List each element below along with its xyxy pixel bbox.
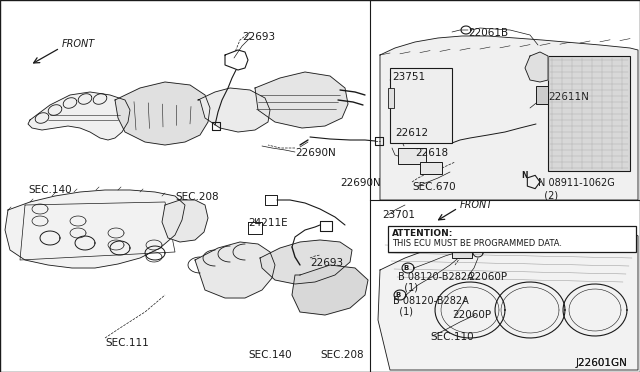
Text: THIS ECU MUST BE PROGRAMMED DATA.: THIS ECU MUST BE PROGRAMMED DATA. — [390, 244, 572, 253]
Polygon shape — [260, 240, 352, 284]
Bar — [420, 162, 442, 174]
Polygon shape — [198, 88, 270, 132]
Text: SEC.110: SEC.110 — [430, 332, 474, 342]
Bar — [398, 148, 426, 164]
Text: (1): (1) — [393, 307, 413, 317]
Text: SEC.670: SEC.670 — [412, 182, 456, 192]
Bar — [548, 56, 630, 171]
Text: 22690N: 22690N — [295, 148, 336, 158]
Polygon shape — [115, 82, 210, 145]
Text: SEC.140: SEC.140 — [248, 350, 292, 360]
Text: 22060P: 22060P — [452, 310, 491, 320]
Text: SEC.111: SEC.111 — [105, 338, 148, 348]
Text: ATTENTION:: ATTENTION: — [390, 232, 451, 241]
Bar — [388, 88, 394, 108]
Polygon shape — [525, 52, 548, 82]
Bar — [388, 226, 636, 252]
Polygon shape — [28, 92, 130, 140]
Text: 22612: 22612 — [395, 128, 428, 138]
Text: 22611N: 22611N — [548, 92, 589, 102]
Text: J22601GN: J22601GN — [576, 358, 628, 368]
Text: B 08120-B282A: B 08120-B282A — [393, 296, 468, 306]
Text: THIS ECU MUST BE PROGRAMMED DATA.: THIS ECU MUST BE PROGRAMMED DATA. — [392, 240, 562, 248]
Polygon shape — [195, 242, 275, 298]
Text: 22693: 22693 — [310, 258, 343, 268]
Text: B 08120-B282A: B 08120-B282A — [398, 272, 474, 282]
Text: N: N — [522, 170, 528, 180]
Text: 22061B: 22061B — [468, 28, 508, 38]
Bar — [390, 68, 452, 143]
Text: FRONT: FRONT — [62, 39, 95, 49]
Bar — [500, 242, 520, 252]
Text: B: B — [396, 292, 401, 298]
Text: 24211E: 24211E — [248, 218, 287, 228]
Polygon shape — [5, 190, 185, 268]
Text: J22601GN: J22601GN — [576, 358, 628, 368]
Text: 23701: 23701 — [382, 210, 415, 220]
Text: 22618: 22618 — [415, 148, 448, 158]
Text: 22060P: 22060P — [468, 272, 507, 282]
Text: (2): (2) — [538, 190, 558, 200]
Text: SEC.140: SEC.140 — [28, 185, 72, 195]
Text: 22690N: 22690N — [340, 178, 381, 188]
Text: ATTENTION:: ATTENTION: — [392, 228, 453, 237]
Text: 22693: 22693 — [242, 32, 275, 42]
Polygon shape — [378, 228, 638, 370]
Polygon shape — [292, 265, 368, 315]
Bar — [452, 248, 472, 258]
Text: (1): (1) — [398, 283, 418, 293]
Text: SEC.208: SEC.208 — [175, 192, 219, 202]
Text: FRONT: FRONT — [460, 200, 493, 210]
Text: N 08911-1062G: N 08911-1062G — [538, 178, 615, 188]
Polygon shape — [162, 200, 208, 242]
Polygon shape — [380, 36, 638, 200]
Text: SEC.208: SEC.208 — [320, 350, 364, 360]
Polygon shape — [255, 72, 348, 128]
Text: B: B — [403, 265, 408, 271]
Text: 23751: 23751 — [392, 72, 425, 82]
Bar — [536, 86, 548, 104]
